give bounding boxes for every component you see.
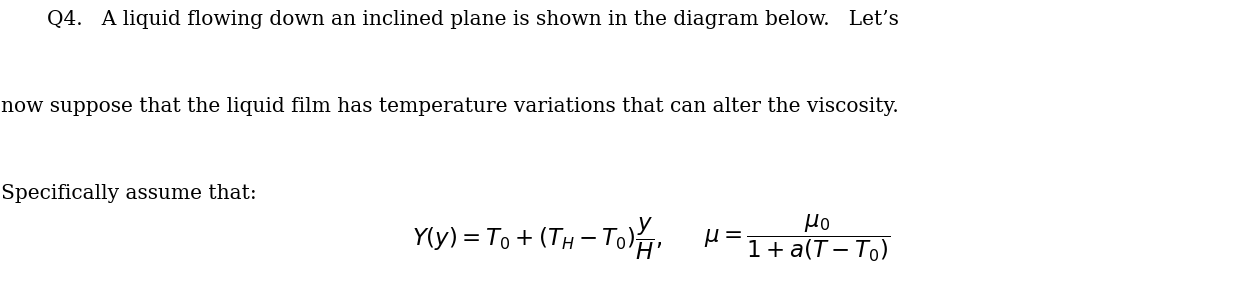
Text: Specifically assume that:: Specifically assume that:: [1, 184, 257, 203]
Text: now suppose that the liquid film has temperature variations that can alter the v: now suppose that the liquid film has tem…: [1, 97, 900, 116]
Text: $Y(y) = T_0 + (T_H - T_0)\dfrac{y}{H},$: $Y(y) = T_0 + (T_H - T_0)\dfrac{y}{H},$: [411, 215, 663, 262]
Text: Q4.   A liquid flowing down an inclined plane is shown in the diagram below.   L: Q4. A liquid flowing down an inclined pl…: [47, 10, 900, 29]
Text: $\mu = \dfrac{\mu_0}{1 + a(T - T_0)}$: $\mu = \dfrac{\mu_0}{1 + a(T - T_0)}$: [704, 213, 890, 264]
